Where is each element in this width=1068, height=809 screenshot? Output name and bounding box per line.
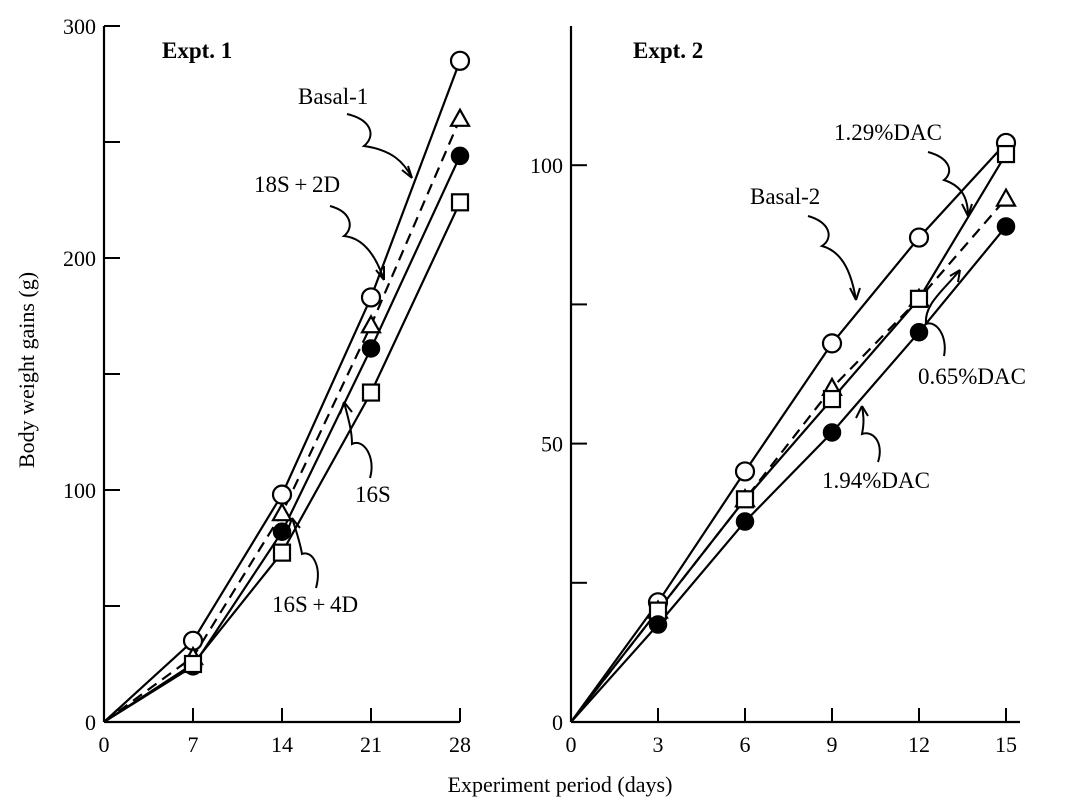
data-point-1-29-dac bbox=[822, 389, 842, 409]
y-tick-label: 100 bbox=[530, 153, 563, 178]
data-point-1-29-dac bbox=[996, 144, 1016, 164]
data-point-1-94-dac bbox=[996, 217, 1016, 236]
x-axis-label: Experiment period (days) bbox=[448, 772, 673, 797]
data-point-16s bbox=[183, 654, 203, 674]
series-line-basal-2 bbox=[570, 142, 1007, 723]
arrowhead-icon bbox=[339, 401, 353, 415]
data-point-1-29-dac bbox=[735, 490, 755, 509]
series-line-16s bbox=[103, 201, 461, 723]
arrowhead-icon bbox=[855, 405, 869, 419]
x-tick-label: 0 bbox=[566, 732, 577, 757]
x-tick-label: 6 bbox=[740, 732, 751, 757]
annotation-arrow-basal-1 bbox=[346, 113, 413, 179]
data-point-1-94-dac bbox=[822, 423, 842, 442]
annotation-arrow-0-65-dac bbox=[924, 269, 961, 357]
series-line-0-65-dac bbox=[570, 197, 1007, 723]
annotation-0-65-dac: 0.65%DAC bbox=[918, 364, 1026, 389]
panel-expt-1: 0 100 200 300 0 7 14 21 28 Expt. 1 Basal-1 18S +… bbox=[63, 14, 471, 757]
data-point-18s-2d bbox=[449, 107, 471, 127]
data-point-16s bbox=[450, 193, 470, 212]
data-point-basal-2 bbox=[734, 461, 756, 482]
data-point-16s bbox=[361, 383, 381, 402]
data-point-basal-1 bbox=[360, 287, 382, 308]
arrowhead-icon bbox=[961, 203, 973, 217]
annotation-18s-2d: 18S + 2D bbox=[254, 172, 340, 197]
panel-title: Expt. 1 bbox=[162, 38, 232, 63]
annotation-basal-2: Basal-2 bbox=[750, 184, 820, 209]
x-tick-label: 12 bbox=[908, 732, 930, 757]
series-layer bbox=[570, 132, 1017, 723]
series-layer bbox=[103, 50, 471, 723]
data-point-16s-4d bbox=[361, 339, 381, 358]
y-tick-label: 50 bbox=[541, 432, 563, 457]
annotation-16s-4d: 16S + 4D bbox=[272, 592, 358, 617]
arrowhead-icon bbox=[949, 269, 961, 283]
series-line-basal-1 bbox=[103, 60, 462, 723]
data-point-16s-4d bbox=[272, 522, 292, 542]
data-point-16s bbox=[272, 543, 292, 562]
panel-title: Expt. 2 bbox=[633, 38, 703, 63]
data-point-0-65-dac bbox=[995, 187, 1017, 207]
x-tick-label: 7 bbox=[188, 732, 199, 757]
y-tick-label: 0 bbox=[85, 710, 96, 735]
axis-ticks: 0 50 100 0 3 6 9 12 15 bbox=[530, 153, 1017, 757]
arrowhead-icon bbox=[401, 165, 413, 179]
arrowhead-icon bbox=[849, 287, 861, 301]
y-tick-label: 300 bbox=[63, 14, 96, 39]
data-point-basal-2 bbox=[821, 333, 843, 354]
data-point-18s-2d bbox=[360, 314, 382, 334]
x-tick-label: 14 bbox=[271, 732, 293, 757]
data-point-16s-4d bbox=[450, 146, 470, 166]
series-line-18s-2d bbox=[103, 118, 462, 723]
annotation-arrow-16s bbox=[343, 401, 373, 479]
annotation-arrow-16s-4d bbox=[291, 517, 319, 589]
data-point-basal-1 bbox=[449, 50, 471, 71]
annotation-arrow-18s-2d bbox=[329, 205, 385, 281]
arrowhead-icon bbox=[287, 517, 301, 531]
x-tick-label: 0 bbox=[99, 732, 110, 757]
data-point-basal-1 bbox=[271, 484, 293, 505]
arrowhead-icon bbox=[375, 266, 385, 281]
data-point-1-94-dac bbox=[909, 322, 929, 342]
x-tick-label: 9 bbox=[827, 732, 838, 757]
annotation-1-29-dac: 1.29%DAC bbox=[834, 120, 942, 145]
y-tick-label: 0 bbox=[552, 710, 563, 735]
x-tick-label: 15 bbox=[995, 732, 1017, 757]
annotation-arrow-1-94-dac bbox=[860, 405, 881, 463]
x-tick-label: 28 bbox=[449, 732, 471, 757]
annotation-basal-1: Basal-1 bbox=[298, 84, 368, 109]
y-tick-label: 100 bbox=[63, 478, 96, 503]
series-line-1-94-dac bbox=[570, 225, 1007, 723]
annotation-16s: 16S bbox=[355, 482, 391, 507]
x-tick-label: 3 bbox=[653, 732, 664, 757]
y-tick-label: 200 bbox=[63, 246, 96, 271]
annotation-arrow-1-29-dac bbox=[927, 151, 969, 217]
data-point-18s-2d bbox=[271, 501, 293, 522]
data-point-basal-2 bbox=[908, 227, 930, 248]
x-tick-label: 21 bbox=[360, 732, 382, 757]
annotation-1-94-dac: 1.94%DAC bbox=[822, 468, 930, 493]
annotation-arrow-basal-2 bbox=[807, 215, 857, 301]
data-point-1-94-dac bbox=[735, 512, 755, 531]
data-point-1-29-dac bbox=[909, 289, 929, 308]
axis-ticks: 0 100 200 300 0 7 14 21 28 bbox=[63, 14, 471, 757]
series-line-1-29-dac bbox=[570, 153, 1007, 723]
y-axis-label: Body weight gains (g) bbox=[14, 272, 39, 468]
data-point-1-94-dac bbox=[648, 615, 668, 634]
